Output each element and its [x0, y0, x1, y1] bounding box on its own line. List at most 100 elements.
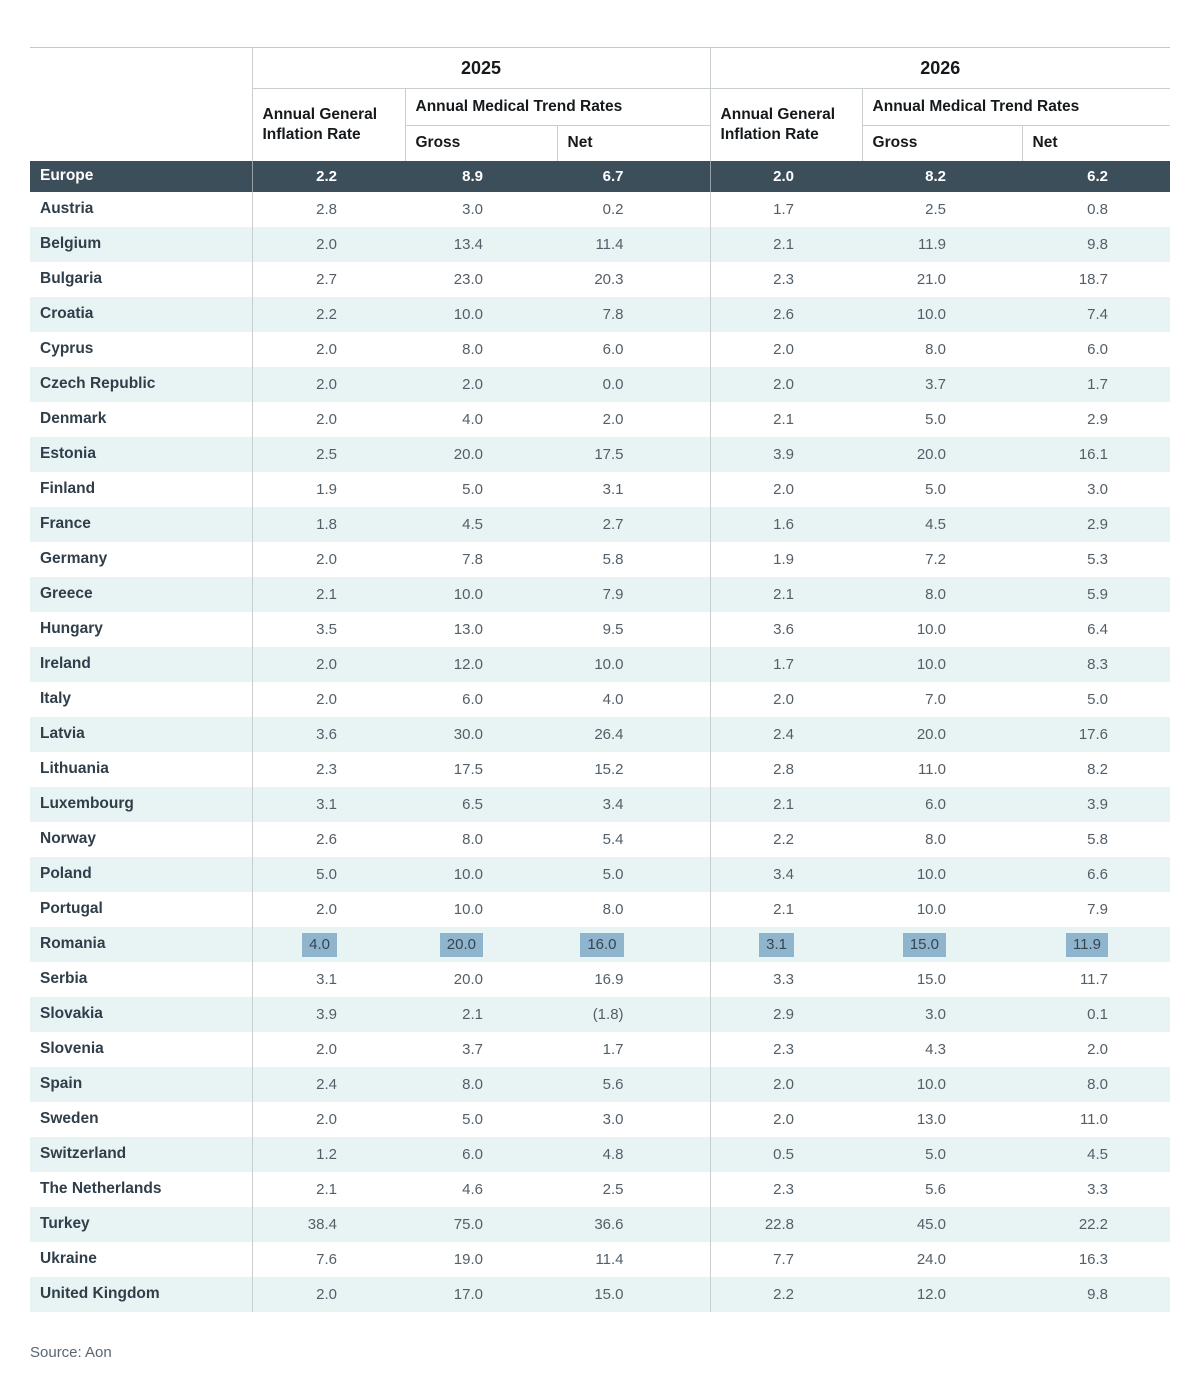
- country-label: Portugal: [30, 891, 253, 927]
- value-cell: 2.4: [709, 716, 863, 752]
- country-label: Finland: [30, 471, 253, 507]
- value-cell: 19.0: [453, 1250, 483, 1268]
- table-row: Portugal 2.0 10.0 8.0 2.1 10.0 7.9: [30, 891, 1170, 927]
- highlighted-value: 16.0: [580, 932, 624, 957]
- value-cell: 0.0: [602, 375, 624, 393]
- value-cell: 6.2: [1022, 160, 1171, 192]
- value-cell: 2.0: [709, 1066, 863, 1102]
- table-row: Latvia 3.6 30.0 26.4 2.4 20.0 17.6: [30, 716, 1171, 752]
- value-cell: 6.0: [925, 795, 947, 813]
- value-cell: 3.3: [709, 961, 863, 997]
- report-table-region: 2025 2026 Annual General Inflation Rate …: [30, 47, 1171, 1312]
- highlighted-value: 3.1: [759, 932, 795, 957]
- value-cell: 5.6: [602, 1075, 624, 1093]
- value-cell: 5.0: [462, 1110, 483, 1128]
- value-cell: 9.8: [1087, 235, 1109, 253]
- table-row: Germany 2.0 7.8 5.8 1.9 7.2 5.3: [30, 541, 1170, 577]
- subheader-row: Annual General Inflation Rate Annual Med…: [30, 88, 1171, 161]
- value-cell: 2.0: [602, 410, 624, 428]
- value-cell: 6.5: [462, 795, 483, 813]
- country-label: Sweden: [30, 1101, 253, 1137]
- value-cell: 2.0: [462, 375, 483, 393]
- value-cell: 12.0: [453, 655, 483, 673]
- country-label: Spain: [30, 1066, 253, 1102]
- country-label: Czech Republic: [30, 366, 253, 402]
- country-label: Slovakia: [30, 996, 253, 1032]
- value-cell: 17.5: [594, 445, 624, 463]
- value-cell: 2.1: [709, 576, 863, 612]
- value-cell: 1.7: [1087, 375, 1109, 393]
- value-cell: 2.1: [316, 1180, 337, 1198]
- value-cell: 2.0: [316, 690, 337, 708]
- value-cell: 1.2: [316, 1145, 337, 1163]
- value-cell: 2.1: [709, 786, 863, 822]
- value-cell: 3.1: [316, 970, 337, 988]
- source-note: Source: Aon: [30, 1344, 112, 1361]
- value-cell: 10.0: [916, 305, 947, 323]
- value-cell: 5.8: [1087, 830, 1109, 848]
- value-cell: 2.0: [709, 1101, 863, 1137]
- value-cell: 15.0: [594, 1285, 624, 1303]
- value-cell: 2.2: [316, 305, 337, 323]
- highlighted-value: 15.0: [902, 932, 947, 957]
- value-cell: 2.0: [316, 410, 337, 428]
- value-cell: 3.4: [709, 856, 863, 892]
- value-cell: 8.3: [1087, 655, 1109, 673]
- country-label: The Netherlands: [30, 1171, 253, 1207]
- year-2026-header: 2026: [709, 47, 1171, 89]
- gross-header-2026: Gross: [872, 134, 918, 152]
- value-cell: 10.0: [453, 865, 483, 883]
- value-cell: 3.9: [316, 1005, 337, 1023]
- value-cell: 2.0: [316, 1040, 337, 1058]
- value-cell: 45.0: [916, 1215, 947, 1233]
- value-cell: 0.5: [709, 1136, 863, 1172]
- value-cell: 20.0: [453, 970, 483, 988]
- value-cell: 7.9: [1087, 900, 1109, 918]
- value-cell: 4.5: [925, 515, 947, 533]
- country-label: Croatia: [30, 296, 253, 332]
- value-cell: 1.6: [709, 506, 863, 542]
- value-cell: 2.1: [709, 226, 863, 262]
- value-cell: 2.6: [316, 830, 337, 848]
- value-cell: 2.9: [709, 996, 863, 1032]
- value-cell: 2.0: [709, 681, 863, 717]
- value-cell: 5.0: [925, 410, 947, 428]
- value-cell: 20.0: [453, 445, 483, 463]
- value-cell: (1.8): [592, 1005, 624, 1023]
- value-cell: 13.0: [453, 620, 483, 638]
- value-cell: 1.7: [602, 1040, 624, 1058]
- medical-trend-header-2025: Annual Medical Trend Rates: [405, 88, 711, 126]
- value-cell: 8.9: [405, 160, 557, 192]
- value-cell: 10.0: [453, 585, 483, 603]
- country-label: Serbia: [30, 961, 253, 997]
- table-row: Belgium 2.0 13.4 11.4 2.1 11.9 9.8: [30, 226, 1171, 262]
- value-cell: 2.0: [316, 550, 337, 568]
- value-cell: 9.8: [1087, 1285, 1109, 1303]
- value-cell: 2.4: [316, 1075, 337, 1093]
- value-cell: 16.3: [1078, 1250, 1109, 1268]
- value-cell: 7.2: [925, 550, 947, 568]
- table-row: Slovakia 3.9 2.1 (1.8) 2.9 3.0 0.1: [30, 996, 1171, 1032]
- value-cell: 2.1: [316, 585, 337, 603]
- table-row: Luxembourg 3.1 6.5 3.4 2.1 6.0 3.9: [30, 786, 1171, 822]
- table-header: 2025 2026 Annual General Inflation Rate …: [30, 47, 1171, 161]
- table-row: Lithuania 2.3 17.5 15.2 2.8 11.0 8.2: [30, 751, 1170, 787]
- value-cell: 2.0: [1087, 1040, 1109, 1058]
- table-row: Ireland 2.0 12.0 10.0 1.7 10.0 8.3: [30, 646, 1171, 682]
- country-label: Norway: [30, 821, 253, 857]
- value-cell: 1.8: [316, 515, 337, 533]
- value-cell: 2.2: [709, 821, 863, 857]
- value-cell: 16.1: [1078, 445, 1109, 463]
- value-cell: 3.0: [1087, 480, 1109, 498]
- medical-trend-rates-table: 2025 2026 Annual General Inflation Rate …: [30, 47, 1171, 1312]
- table-row: Cyprus 2.0 8.0 6.0 2.0 8.0 6.0: [30, 331, 1170, 367]
- value-cell: 1.9: [316, 480, 337, 498]
- value-cell: 2.3: [316, 760, 337, 778]
- value-cell: 3.1: [709, 926, 863, 962]
- value-cell: 17.0: [453, 1285, 483, 1303]
- value-cell: 5.0: [925, 480, 947, 498]
- value-cell: 2.6: [709, 296, 863, 332]
- value-cell: 3.4: [602, 795, 624, 813]
- value-cell: 5.3: [1087, 550, 1109, 568]
- country-label: Luxembourg: [30, 786, 253, 822]
